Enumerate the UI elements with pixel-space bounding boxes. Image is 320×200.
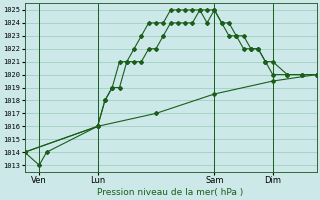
X-axis label: Pression niveau de la mer( hPa ): Pression niveau de la mer( hPa ): [98, 188, 244, 197]
